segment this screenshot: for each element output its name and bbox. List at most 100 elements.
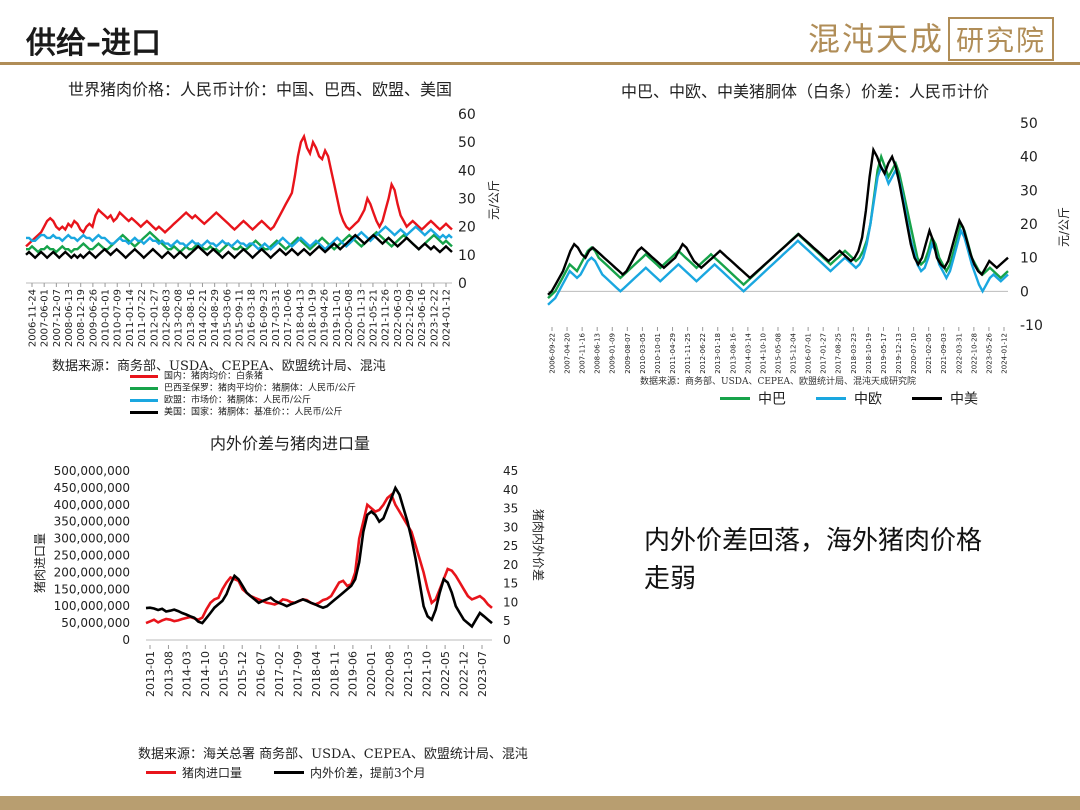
chart3-xtick-label: 2014-10: [199, 651, 212, 697]
chart3-xtick-label: 2018-11: [328, 651, 341, 697]
summary-note: 内外价差回落，海外猪肉价格走弱: [644, 526, 983, 594]
chart2-xtick-label: 2011-11-25: [684, 333, 692, 374]
chart2-xtick-label: 2016-07-01: [805, 333, 813, 374]
chart1-xtick-label: 2010-01-01: [101, 289, 112, 347]
chart3-xtick-label: 2013-08: [162, 651, 175, 697]
chart2-xtick-label: 2013-08-16: [729, 332, 737, 373]
chart1-xtick-label: 2010-07-09: [113, 289, 124, 347]
chart3-xtick-label: 2020-01: [365, 651, 378, 697]
chart1-legend: 国内：猪肉均价：白条猪 巴西圣保罗：猪肉平均价：猪胴体：人民币/公斤 欧盟：市场价：…: [130, 370, 450, 418]
chart2-series-line-2: [547, 146, 1009, 296]
chart1-xtick-label: 2017-03-31: [271, 289, 282, 347]
chart2-xtick-label: 2021-02-05: [925, 333, 933, 374]
chart1-xtick-label: 2016-03-18: [247, 289, 258, 347]
chart1-legend-item: 国内：猪肉均价：白条猪: [130, 370, 450, 382]
chart2-source: 数据来源：商务部、USDA、CEPEA、欧盟统计局、混沌天成研究院: [640, 377, 917, 387]
chart3-ytick-label: 50,000,000: [61, 616, 130, 630]
chart3-xtick-label: 2018-04: [310, 651, 323, 697]
chart3-xtick-label: 2015-12: [236, 651, 249, 697]
chart1-series-line-3: [25, 233, 453, 260]
chart3-legend-label: 猪肉进口量: [182, 766, 243, 780]
chart1-xtick-label: 2022-06-03: [393, 289, 404, 347]
chart3-ytick-label: 500,000,000: [54, 464, 130, 478]
chart1-xtick-label: 2019-11-01: [332, 289, 343, 347]
chart3-y2tick-label: 25: [503, 539, 518, 553]
chart1-legend-label: 国内：猪肉均价：白条猪: [164, 371, 264, 382]
page-title: 供给–进口: [26, 26, 161, 61]
chart1-legend-swatch: [130, 399, 158, 402]
chart1-xtick-label: 2019-04-26: [320, 289, 331, 347]
chart3-y2-axis-label: 猪肉内外价差: [531, 509, 545, 581]
chart2-legend-label: 中巴: [758, 391, 786, 408]
chart1-ytick-label: 10: [458, 248, 476, 264]
chart3-xtick-label: 2016-07: [255, 651, 268, 697]
chart1-ytick-label: 60: [458, 107, 476, 123]
chart1-legend-swatch: [130, 375, 158, 378]
chart3-xtick-label: 2017-09: [291, 651, 304, 697]
chart3-y2tick-label: 30: [503, 520, 518, 534]
chart2-legend-item: 中美: [912, 388, 978, 409]
chart3-series-line-1: [145, 484, 493, 629]
chart2-xtick-label: 2007-04-20: [564, 333, 572, 374]
chart1-series-line-1: [26, 230, 453, 254]
chart2-ytick-label: 0: [1020, 284, 1029, 300]
chart2-xtick-label: 2009-01-09: [609, 333, 617, 374]
chart1-xtick-label: 2015-09-11: [235, 289, 246, 347]
chart1-xtick-label: 2020-05-08: [344, 289, 355, 347]
chart3-xtick-label: 2014-03: [181, 651, 194, 697]
chart1-xtick-label: 2018-04-13: [295, 289, 306, 347]
chart3-legend: 猪肉进口量 内外价差，提前3个月: [146, 762, 486, 780]
chart3-legend-item: 猪肉进口量: [146, 762, 242, 781]
chart2-xtick-label: 2012-06-22: [699, 333, 707, 374]
chart3-ytick-label: 150,000,000: [54, 582, 130, 596]
chart2-xtick-label: 2008-06-13: [594, 333, 602, 374]
chart2-xtick-label: 2020-07-10: [910, 333, 918, 374]
chart2-ytick-label: 30: [1020, 183, 1038, 199]
chart2-xtick-label: 2015-05-08: [774, 333, 782, 374]
chart2-xtick-label: 2019-12-13: [895, 333, 903, 374]
chart2-y-axis-label: 元/公斤: [1057, 207, 1071, 247]
footer-bar: [0, 796, 1080, 810]
chart3-ytick-label: 250,000,000: [54, 549, 130, 563]
chart3-xtick-label: 2019-06: [347, 651, 360, 697]
chart1-xtick-label: 2021-11-26: [381, 289, 392, 347]
chart2-xtick-label: 2011-04-29: [669, 333, 677, 374]
chart1-ytick-label: 30: [458, 192, 476, 208]
chart2-xtick-label: 2022-03-31: [955, 333, 963, 374]
chart1-xtick-label: 2018-10-19: [308, 289, 319, 347]
chart1-xtick-label: 2014-08-29: [210, 289, 221, 347]
chart3-y2tick-label: 35: [503, 502, 518, 516]
chart3-ytick-label: 350,000,000: [54, 515, 130, 529]
chart1-xtick-label: 2021-05-21: [368, 289, 379, 347]
chart3-xtick-label: 2021-03: [402, 651, 415, 697]
chart3-legend-item: 内外价差，提前3个月: [274, 762, 426, 781]
chart1-xtick-label: 2024-01-12: [442, 289, 453, 347]
chart1-xtick-label: 2012-08-03: [161, 289, 172, 347]
chart1-ytick-label: 20: [458, 220, 476, 236]
chart1-xtick-label: 2014-02-21: [198, 289, 209, 347]
chart3-xtick-label: 2022-05: [439, 651, 452, 697]
chart1-xtick-label: 2016-09-23: [259, 289, 270, 347]
chart2-xtick-label: 2006-09-22: [548, 333, 556, 374]
chart2-xtick-label: 2013-01-18: [714, 333, 722, 374]
chart1-xtick-label: 2012-01-27: [149, 289, 160, 347]
chart1-legend-item: 巴西圣保罗：猪肉平均价：猪胴体：人民币/公斤: [130, 382, 450, 394]
chart3-y2tick-label: 40: [503, 483, 518, 497]
chart2-legend-swatch: [816, 397, 846, 400]
chart1-source: 数据来源：商务部、USDA、CEPEA、欧盟统计局、混沌: [52, 359, 386, 374]
chart3-ytick-label: 0: [122, 633, 130, 647]
chart3-xtick-label: 2023-07: [476, 651, 489, 697]
chart2-ytick-label: 50: [1020, 116, 1038, 132]
chart1-ytick-label: 50: [458, 135, 476, 151]
chart1-series-line-0: [25, 133, 453, 248]
chart2-xtick-label: 2014-10-10: [759, 333, 767, 374]
chart2-legend-swatch: [912, 397, 942, 400]
chart2-ytick-label: 20: [1020, 217, 1038, 233]
chart1-xtick-label: 2006-11-24: [28, 289, 39, 347]
chart2-xtick-label: 2019-05-17: [880, 333, 888, 374]
chart2-xtick-label: 2015-12-04: [790, 332, 798, 373]
chart2-xtick-label: 2010-03-05: [639, 333, 647, 374]
chart2-legend-swatch: [720, 397, 750, 400]
chart1-xtick-label: 2008-12-19: [76, 289, 87, 347]
chart3-xtick-label: 2015-05: [218, 651, 231, 697]
